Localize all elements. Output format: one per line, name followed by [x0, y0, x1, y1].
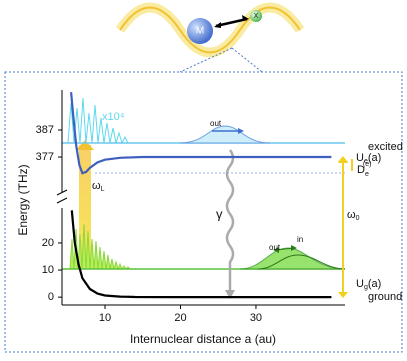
annotation: x10⁴ — [102, 111, 125, 123]
curve-label: Ug(a) — [356, 278, 381, 291]
lower-oscillation — [69, 223, 131, 271]
x-axis-label: Internuclear distance a (au) — [130, 332, 276, 346]
legend-label: excited — [368, 141, 403, 153]
x-tick-label: 30 — [250, 312, 262, 324]
annotation: De(e) — [357, 161, 371, 178]
x-tick-label: 20 — [174, 312, 186, 324]
y-tick-label: 377 — [36, 151, 54, 163]
out-wavepacket — [257, 254, 346, 270]
curve-label: Ue(a) — [356, 152, 381, 165]
decay-arrow — [225, 149, 235, 297]
molecule-illustration: M X — [115, 2, 305, 58]
out-wavepacket — [179, 125, 271, 144]
y-axis-label: Energy (THz) — [16, 164, 30, 235]
zoom-line — [179, 47, 263, 73]
axis-break — [56, 189, 68, 204]
y-tick-label: 20 — [42, 237, 54, 249]
in-wavepacket — [239, 247, 346, 270]
potential-curve — [70, 92, 332, 175]
annotation: ωL — [92, 180, 105, 193]
zoom-box — [4, 71, 403, 353]
atom-label: M — [196, 26, 204, 37]
annotation: ω0 — [347, 209, 360, 222]
annotation: out — [269, 243, 281, 252]
pump-arrow — [76, 140, 94, 150]
y-tick-label: 10 — [42, 264, 54, 276]
annotation: out — [210, 119, 222, 128]
y-tick-label: 0 — [48, 291, 54, 303]
annotation: in — [297, 235, 303, 244]
atom-label: X — [254, 13, 259, 20]
legend-label: ground — [368, 291, 402, 303]
potential-curve — [70, 210, 332, 299]
x-tick-label: 10 — [99, 312, 111, 324]
y-tick-label: 387 — [36, 124, 54, 136]
annotation: γ — [216, 206, 223, 221]
